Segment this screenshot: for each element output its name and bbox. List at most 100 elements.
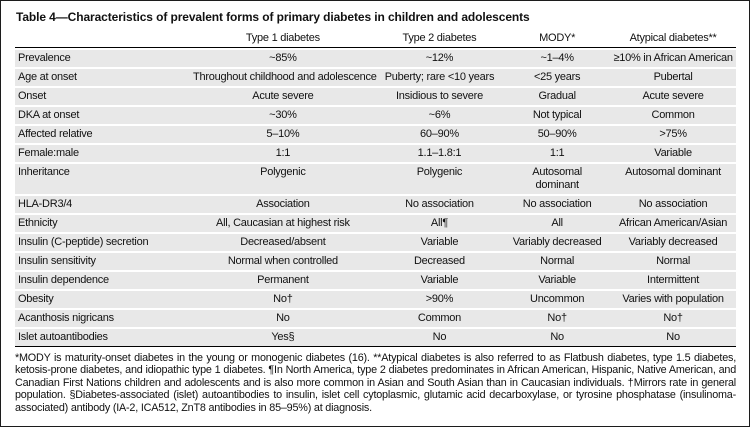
cell-type1: Throughout childhood and adolescence <box>193 71 377 83</box>
cell-atypical: No† <box>663 312 683 324</box>
table-row: Obesity No† >90% Uncommon Varies with popula… <box>15 291 736 308</box>
cell-atypical: Variable <box>654 147 692 159</box>
cell-atypical: African American/Asian <box>618 217 728 229</box>
cell-type2: ~12% <box>425 52 454 64</box>
cell-type1: Acute severe <box>252 90 314 102</box>
table-row: Insulin dependence Permanent Variable Varia… <box>15 272 736 289</box>
cell-mody: No† <box>547 312 567 324</box>
cell-type1: Association <box>256 198 310 210</box>
table-row: Acanthosis nigricans No Common No† No† <box>15 310 736 327</box>
row-label: Prevalence <box>18 52 71 64</box>
header-row: Type 1 diabetes Type 2 diabetes MODY* At… <box>15 31 736 48</box>
cell-mody: Uncommon <box>530 293 585 305</box>
row-label: Affected relative <box>18 128 93 140</box>
table-footnote: *MODY is maturity-onset diabetes in the … <box>15 352 736 414</box>
cell-mody: <25 years <box>533 71 581 83</box>
cell-mody: Normal <box>540 255 575 267</box>
table-row: Inheritance Polygenic Polygenic Autosomal d… <box>15 164 736 194</box>
cell-type1: 1:1 <box>275 147 291 159</box>
table-row: HLA-DR3/4 Association No association No ass… <box>15 196 736 213</box>
table-row: Prevalence ~85% ~12% ~1–4% ≥10% in African A… <box>15 50 736 67</box>
row-label: Age at onset <box>18 71 77 83</box>
cell-type2: Variable <box>420 236 459 248</box>
cell-mody: Autosomal dominant <box>532 166 582 191</box>
cell-type2: No <box>374 329 505 347</box>
cell-type2: >90% <box>425 293 454 305</box>
row-label: Obesity <box>18 293 54 305</box>
cell-type1: All, Caucasian at highest risk <box>216 217 350 229</box>
cell-atypical: No association <box>638 198 708 210</box>
cell-type2: 1.1–1.8:1 <box>417 147 462 159</box>
cell-type1: Normal when controlled <box>227 255 338 267</box>
cell-type1: 5–10% <box>266 128 300 140</box>
row-label: Ethnicity <box>18 217 58 229</box>
cell-atypical: Common <box>651 109 695 121</box>
row-label: Acanthosis nigricans <box>18 312 114 324</box>
cell-atypical: Acute severe <box>642 90 704 102</box>
table-title: Table 4—Characteristics of prevalent for… <box>16 10 530 24</box>
row-label: Female:male <box>18 147 79 159</box>
cell-mody: No <box>504 329 611 347</box>
table-row: Female:male 1:1 1.1–1.8:1 1:1 Variable <box>15 145 736 162</box>
cell-type1: ~85% <box>269 52 297 64</box>
cell-type2: ~6% <box>428 109 451 121</box>
cell-atypical: ≥10% in African American <box>613 52 733 64</box>
cell-type2: Common <box>417 312 462 324</box>
cell-type2: Polygenic <box>416 166 463 178</box>
row-label: Insulin sensitivity <box>18 255 96 267</box>
cell-atypical: >75% <box>659 128 687 140</box>
cell-type2: Puberty; rare <10 years <box>384 71 495 83</box>
cell-mody: No association <box>522 198 592 210</box>
table-row: Affected relative 5–10% 60–90% 50–90% >75% <box>15 126 736 143</box>
cell-mody: Gradual <box>538 90 576 102</box>
table-row: Insulin (C-peptide) secretion Decreased/a… <box>15 234 736 251</box>
cell-mody: Variably decreased <box>512 236 602 248</box>
cell-atypical: No <box>610 329 736 347</box>
table-row: Onset Acute severe Insidious to severe Grad… <box>15 88 736 105</box>
cell-type1: No† <box>273 293 293 305</box>
cell-type2: Decreased <box>413 255 465 267</box>
cell-type2: No association <box>405 198 474 210</box>
column-header-mody: MODY* <box>504 31 611 48</box>
row-label: Insulin (C-peptide) secretion <box>18 236 149 248</box>
table-body: Prevalence ~85% ~12% ~1–4% ≥10% in African A… <box>15 50 736 347</box>
table-row: Ethnicity All, Caucasian at highest risk A… <box>15 215 736 232</box>
cell-atypical: Variably decreased <box>628 236 718 248</box>
table-row: Age at onset Throughout childhood and ado… <box>15 69 736 86</box>
cell-type2: Variable <box>420 274 459 286</box>
column-header-type2-diabetes: Type 2 diabetes <box>374 31 505 48</box>
row-label: HLA-DR3/4 <box>18 198 72 210</box>
cell-type1: Polygenic <box>260 166 306 178</box>
row-label: Islet autoantibodies <box>15 329 191 347</box>
cell-mody: 50–90% <box>537 128 577 140</box>
table-row: DKA at onset ~30% ~6% Not typical Common <box>15 107 736 124</box>
cell-type1: Decreased/absent <box>240 236 326 248</box>
cell-mody: All <box>551 217 563 229</box>
cell-type1: Yes§ <box>191 329 375 347</box>
cell-atypical: Normal <box>656 255 691 267</box>
cell-atypical: Intermittent <box>647 274 700 286</box>
cell-type1: Permanent <box>257 274 309 286</box>
table-row: Insulin sensitivity Normal when controlle… <box>15 253 736 270</box>
row-label: Onset <box>18 90 47 102</box>
cell-mody: Not typical <box>532 109 582 121</box>
cell-mody: ~1–4% <box>540 52 574 64</box>
column-header-characteristic <box>15 31 191 48</box>
diabetes-characteristics-table: Type 1 diabetes Type 2 diabetes MODY* At… <box>15 29 736 349</box>
table-row: Islet autoantibodies Yes§ No No No <box>15 329 736 347</box>
cell-atypical: Pubertal <box>653 71 693 83</box>
row-label: DKA at onset <box>18 109 80 121</box>
cell-type1: No <box>276 312 290 324</box>
cell-type1: ~30% <box>269 109 297 121</box>
cell-type2: All¶ <box>430 217 449 229</box>
cell-atypical: Varies with population <box>622 293 724 305</box>
cell-type2: 60–90% <box>420 128 459 140</box>
cell-mody: Variable <box>538 274 576 286</box>
column-header-atypical-diabetes: Atypical diabetes** <box>610 31 736 48</box>
row-label: Inheritance <box>18 166 70 178</box>
cell-mody: 1:1 <box>549 147 565 159</box>
column-header-type1-diabetes: Type 1 diabetes <box>191 31 375 48</box>
row-label: Insulin dependence <box>18 274 109 286</box>
cell-atypical: Autosomal dominant <box>625 166 721 178</box>
